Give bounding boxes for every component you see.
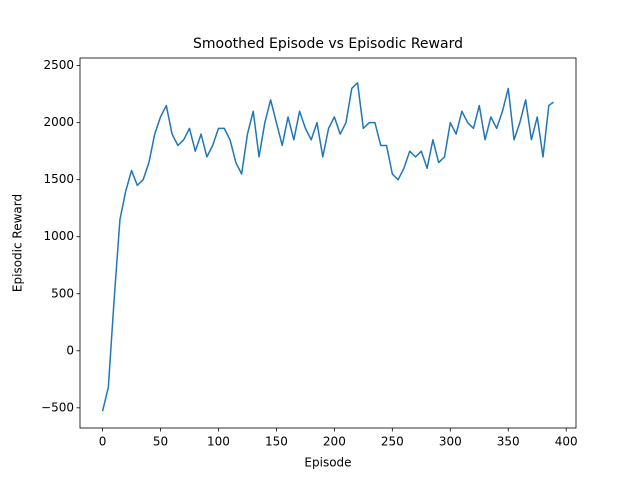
x-tick-label: 350 [497,435,520,449]
x-tick-label: 300 [439,435,462,449]
y-tick-label: 500 [51,286,74,300]
chart-title: Smoothed Episode vs Episodic Reward [193,36,463,52]
y-tick-label: 2000 [43,115,74,129]
y-tick-label: 1000 [43,229,74,243]
plot-frame [79,57,577,429]
x-tick-label: 250 [381,435,404,449]
x-tick-label: 150 [265,435,288,449]
y-axis-label: Episodic Reward [11,194,25,292]
x-tick-label: 0 [99,435,107,449]
y-tick-label: 2500 [43,58,74,72]
x-tick-label: 200 [323,435,346,449]
y-tick-label: 0 [66,343,74,357]
x-tick-label: 50 [153,435,168,449]
y-tick-label: 1500 [43,172,74,186]
x-tick-label: 400 [555,435,578,449]
y-tick-label: −500 [41,400,74,414]
x-tick-label: 100 [207,435,230,449]
x-axis-label: Episode [304,456,351,470]
line-series [101,82,554,412]
